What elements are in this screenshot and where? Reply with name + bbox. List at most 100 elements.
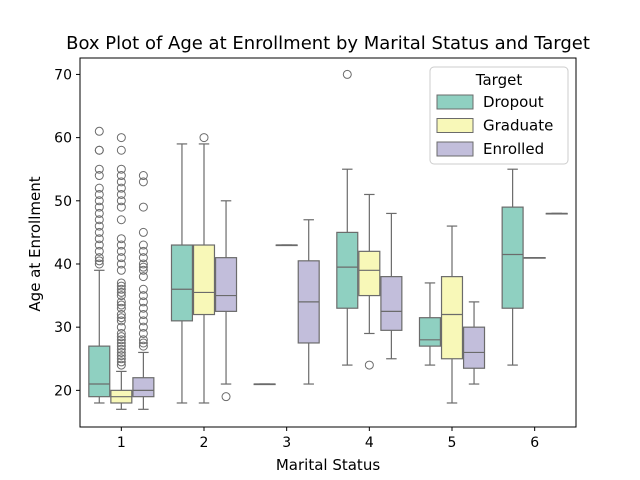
outlier-point [116,338,126,348]
outlier-point [116,196,126,206]
outlier-point [138,227,148,237]
outlier-point [94,183,104,193]
outlier-point [138,240,148,250]
outlier-point [364,360,374,370]
legend-label-graduate: Graduate [483,117,553,135]
outlier-point [116,341,126,351]
box-group-dropout-1 [88,126,111,404]
outlier-point [138,171,148,181]
outlier-point [138,297,148,307]
legend-swatch-enrolled [436,141,474,157]
outlier-point [116,354,126,364]
box-group-graduate-5 [440,225,464,404]
x-tick-label: 3 [282,435,291,451]
outlier-point [116,328,126,338]
outlier-point [116,133,126,143]
outlier-point [94,202,104,212]
outlier-point [116,183,126,193]
y-tick-label: 20 [54,383,72,399]
box-group-enrolled-5 [462,301,486,385]
box-group-enrolled-1 [132,171,155,410]
box-iqr [418,317,442,347]
outlier-point [138,253,148,263]
box-iqr [132,377,155,398]
legend-title: Target [475,71,523,89]
outlier-point [94,256,104,266]
legend: Target Dropout Graduate Enrolled [429,66,569,165]
box-iqr [358,250,381,297]
box-group-dropout-5 [418,282,442,366]
outlier-point [116,171,126,181]
outlier-point [116,240,126,250]
outlier-point [94,126,104,136]
outlier-point [116,145,126,155]
outlier-point [199,133,209,143]
outlier-point [94,196,104,206]
box-iqr [88,345,111,398]
outlier-point [116,313,126,323]
outlier-point [138,335,148,345]
plot-area: 20 30 40 50 60 70 1 2 3 4 5 6 [54,57,577,451]
outlier-point [138,259,148,269]
legend-items: Dropout Graduate Enrolled [436,93,553,158]
outlier-point [116,303,126,313]
y-tick-label: 70 [54,67,72,83]
outlier-point [94,246,104,256]
outlier-point [116,253,126,263]
outlier-point [116,291,126,301]
outlier-point [116,300,126,310]
box-group-enrolled-4 [380,212,403,360]
outlier-point [116,281,126,291]
outlier-point [116,316,126,326]
box-group-enrolled-2 [214,200,238,402]
outlier-point [116,287,126,297]
outlier-point [116,351,126,361]
outlier-point [116,360,126,370]
outlier-point [94,164,104,174]
outlier-point [116,234,126,244]
outlier-point [94,189,104,199]
outlier-point [94,234,104,244]
outlier-point [138,338,148,348]
x-tick-label: 6 [530,435,539,451]
y-tick-label: 50 [54,194,72,210]
box-iqr [214,257,238,312]
legend-label-dropout: Dropout [483,93,544,111]
outlier-point [138,328,148,338]
outlier-point [138,177,148,187]
box-group-graduate-1 [110,133,133,410]
y-tick-label: 30 [54,320,72,336]
outlier-point [94,171,104,181]
outlier-point [94,259,104,269]
chart-title: Box Plot of Age at Enrollment by Marital… [66,33,590,54]
outlier-point [94,253,104,263]
outlier-point [138,202,148,212]
box-group-graduate-4 [358,193,381,370]
axes-frame [79,57,577,428]
outlier-point [116,335,126,345]
box-iqr [462,326,486,369]
outlier-point [116,284,126,294]
outlier-point [116,177,126,187]
outlier-point [116,310,126,320]
box-iqr [192,244,216,316]
x-tick-label: 4 [365,435,374,451]
box-group-dropout-2 [170,143,194,404]
y-tick-label: 60 [54,131,72,147]
outlier-point [138,265,148,275]
box-iqr [336,231,359,309]
outlier-point [138,310,148,320]
x-axis-label: Marital Status [276,456,380,474]
outlier-point [94,145,104,155]
outlier-point [94,215,104,225]
x-tick-label: 1 [117,435,126,451]
outlier-point [138,284,148,294]
outlier-point [116,215,126,225]
outlier-point [138,291,148,301]
box-iqr [501,206,524,309]
outlier-point [116,344,126,354]
box-group-graduate-3 [275,244,298,247]
y-axis-label: Age at Enrollment [26,176,44,311]
box-group-graduate-6 [523,257,546,259]
outlier-point [116,332,126,342]
